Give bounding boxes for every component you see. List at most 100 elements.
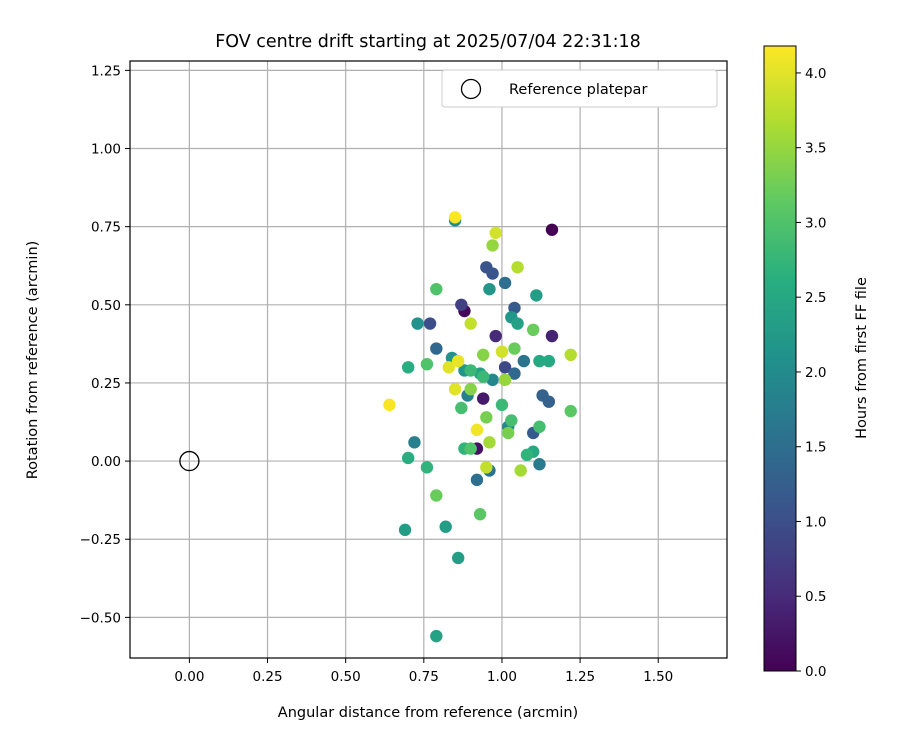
data-point [498, 373, 512, 387]
data-point [420, 461, 434, 474]
data-point [533, 458, 546, 471]
data-point [502, 426, 515, 440]
data-point [398, 523, 412, 537]
data-point [423, 317, 437, 330]
colorbar-tick-label: 0.5 [805, 589, 826, 605]
data-point [480, 461, 493, 474]
y-tick-label: 0.25 [91, 376, 121, 392]
data-point [564, 404, 577, 418]
data-point [495, 345, 509, 358]
data-point [470, 423, 484, 437]
data-point [411, 317, 424, 330]
data-point [498, 361, 512, 374]
data-point [508, 367, 521, 380]
data-point [401, 451, 415, 465]
colorbar-tick-label: 3.0 [805, 215, 826, 231]
data-point [545, 329, 559, 343]
reference-point [179, 450, 200, 472]
data-point [480, 411, 493, 424]
data-point [545, 223, 559, 236]
data-point [483, 436, 496, 449]
data-point [505, 414, 518, 427]
chart-title: FOV centre drift starting at 2025/07/04 … [215, 32, 641, 52]
legend-marker [460, 78, 482, 100]
data-point [508, 301, 521, 315]
y-tick-label: −0.50 [80, 610, 121, 626]
data-point [489, 226, 502, 240]
colorbar-label: Hours from first FF file [854, 277, 870, 439]
data-point [473, 508, 487, 521]
colorbar-tick-label: 4.0 [805, 66, 826, 82]
data-point [464, 364, 477, 377]
data-point [483, 282, 496, 296]
data-point [517, 354, 531, 368]
data-point [489, 329, 502, 343]
colorbar-tick-label: 2.5 [805, 290, 826, 306]
y-tick-label: 1.25 [91, 63, 121, 79]
data-point [508, 342, 521, 355]
data-point [486, 373, 499, 387]
data-point [476, 348, 490, 362]
x-tick-label: 1.25 [565, 669, 595, 685]
colorbar-tick-label: 2.0 [805, 365, 826, 381]
y-axis-ticks: −0.50 −0.25 0.00 0.25 0.50 0.75 1.00 1.25 [80, 63, 130, 626]
data-point [542, 354, 556, 368]
data-point [533, 420, 546, 433]
data-point [430, 489, 443, 502]
plot-frame [129, 60, 728, 659]
data-point [498, 276, 512, 290]
x-tick-label: 0.00 [174, 669, 204, 685]
y-tick-label: 0.50 [91, 298, 121, 314]
y-tick-label: 0.75 [91, 220, 121, 236]
data-points [383, 211, 577, 643]
data-point [495, 398, 509, 412]
data-point [476, 392, 490, 405]
y-tick-label: 0.00 [91, 454, 121, 470]
grid-lines [130, 61, 727, 658]
data-point [511, 317, 524, 330]
data-point [448, 211, 462, 224]
data-point [430, 282, 443, 296]
data-point [542, 395, 556, 408]
data-point [564, 348, 577, 362]
data-point [455, 401, 468, 415]
data-point [442, 361, 456, 374]
y-tick-label: 1.00 [91, 142, 121, 158]
data-point [464, 382, 477, 396]
x-axis-ticks: 0.00 0.25 0.50 0.75 1.00 1.25 1.50 [174, 658, 673, 685]
data-point [430, 342, 443, 355]
y-tick-label: −0.25 [80, 532, 121, 548]
data-point [383, 398, 396, 412]
colorbar-tick-label: 1.0 [805, 514, 826, 530]
legend: Reference platepar [441, 69, 718, 108]
data-point [448, 382, 462, 396]
colorbar-ticks: 0.0 0.5 1.0 1.5 2.0 2.5 3.0 3.5 4.0 [796, 66, 826, 680]
data-point [486, 267, 499, 280]
colorbar-tick-label: 1.5 [805, 440, 826, 456]
x-tick-label: 1.00 [487, 669, 517, 685]
data-point [520, 448, 534, 462]
data-point [527, 323, 540, 337]
legend-box [441, 69, 718, 108]
data-point [455, 298, 468, 312]
x-tick-label: 0.25 [252, 669, 282, 685]
x-axis-label: Angular distance from reference (arcmin) [278, 705, 578, 721]
reference-marker [179, 450, 200, 472]
data-point [511, 261, 524, 274]
colorbar: 0.0 0.5 1.0 1.5 2.0 2.5 3.0 3.5 4.0 Hours from f… [763, 45, 870, 680]
data-point [420, 357, 434, 371]
data-point [476, 370, 490, 383]
colorbar-gradient [763, 45, 797, 672]
data-point [464, 317, 477, 330]
x-tick-label: 1.50 [643, 669, 673, 685]
data-point [451, 354, 465, 368]
data-point [439, 520, 452, 533]
colorbar-tick-label: 0.0 [805, 664, 826, 680]
data-point [470, 473, 484, 487]
data-point [533, 354, 546, 368]
y-axis-label: Rotation from reference (arcmin) [25, 241, 41, 480]
x-tick-label: 0.50 [331, 669, 361, 685]
data-point [514, 464, 527, 477]
legend-label: Reference platepar [509, 82, 647, 98]
